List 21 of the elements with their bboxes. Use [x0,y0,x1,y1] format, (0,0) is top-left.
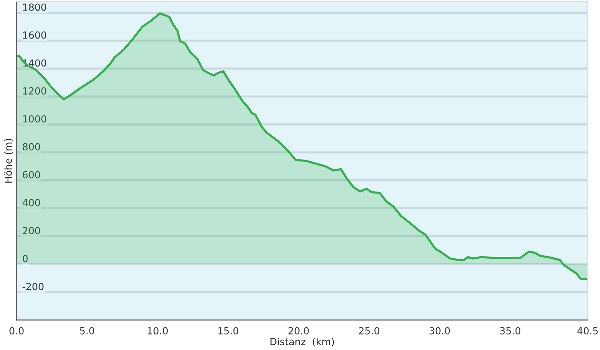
y-tick-label: 0 [22,255,28,262]
x-tick-label: 40.5 [578,327,598,335]
x-tick-label: 5.0 [80,327,94,335]
x-tick-label: 10.0 [148,327,168,335]
y-tick-label: 400 [22,199,40,207]
x-tick-label: 30.0 [430,327,450,335]
x-axis-title: Distanz (km) [270,338,334,347]
y-tick-label: 600 [23,171,40,179]
y-tick-label: 1800 [23,4,46,12]
x-tick-label: 25.0 [359,327,380,335]
y-tick-label: -200 [22,283,44,290]
x-tick-label: 15.0 [218,327,239,335]
y-axis-title: Höhe (m) [4,139,14,183]
y-tick-label: 1000 [23,115,46,123]
y-tick-label: 1200 [23,88,46,95]
x-tick-label: 20.0 [288,327,310,335]
y-tick-label: 800 [23,143,40,151]
y-tick-label: 1600 [23,32,46,39]
y-tick-label: 200 [23,227,40,235]
x-tick-label: 35.0 [500,327,521,335]
x-tick-label: 0.0 [10,327,24,335]
